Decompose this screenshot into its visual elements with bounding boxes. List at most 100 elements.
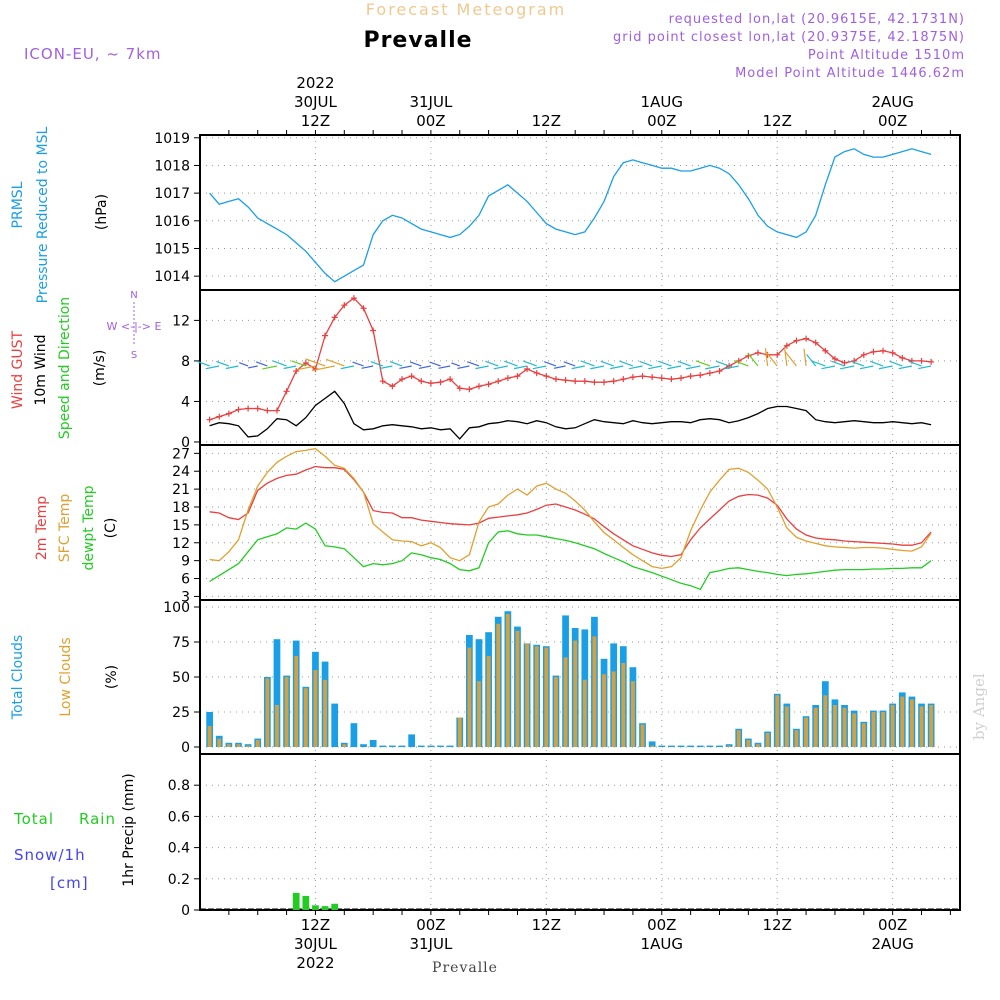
low-cloud-bar bbox=[765, 733, 770, 747]
y-tick-label: 0.8 bbox=[168, 778, 190, 794]
wind-arrow bbox=[475, 365, 489, 370]
low-cloud-bar bbox=[265, 678, 270, 747]
gust-marker bbox=[437, 379, 444, 386]
gust-marker bbox=[581, 378, 588, 385]
wind-arrow bbox=[485, 360, 499, 367]
wind-arrow bbox=[255, 361, 268, 367]
y-tick-label: 24 bbox=[172, 464, 190, 480]
gust-marker bbox=[899, 354, 906, 361]
y-tick-label: 0.4 bbox=[168, 841, 190, 857]
wind-arrow bbox=[908, 360, 922, 367]
y-tick-label: 21 bbox=[172, 482, 190, 498]
y-tick-label: 15 bbox=[172, 518, 190, 534]
wind-arrow bbox=[247, 365, 258, 369]
gust-marker bbox=[764, 351, 771, 358]
gust-marker bbox=[283, 388, 290, 395]
gust-marker bbox=[870, 348, 877, 355]
low-cloud-bar bbox=[534, 646, 539, 747]
wind-arrow bbox=[733, 360, 749, 367]
gust-marker bbox=[687, 373, 694, 380]
wind-arrow bbox=[238, 362, 249, 367]
y-tick-label: 50 bbox=[172, 670, 190, 686]
low-cloud-bar bbox=[929, 705, 934, 747]
gust-marker bbox=[678, 375, 685, 382]
y-tick-label: 1017 bbox=[154, 186, 190, 202]
low-cloud-bar bbox=[823, 695, 828, 747]
x-tick-label-bottom: 1AUG bbox=[641, 935, 683, 953]
wind-dir-label: Speed and Direction bbox=[57, 297, 73, 439]
low-cloud-bar bbox=[342, 744, 347, 747]
cloud-unit-label: (%) bbox=[104, 665, 120, 689]
y-tick-label: 6 bbox=[181, 572, 190, 588]
low-cloud-bar bbox=[207, 726, 212, 747]
x-tick-label-bottom: 00Z bbox=[647, 916, 676, 934]
panel-frame bbox=[199, 753, 961, 911]
low-cloud-bar bbox=[313, 670, 318, 747]
dewpt-line bbox=[209, 522, 932, 591]
total-cloud-bar bbox=[706, 745, 714, 747]
low-cloud-bar bbox=[602, 674, 606, 747]
gust-marker bbox=[610, 378, 617, 385]
gust-marker bbox=[475, 383, 482, 390]
low-cloud-bar bbox=[640, 724, 645, 747]
model-altitude: Model Point Altitude 1446.62m bbox=[735, 66, 965, 81]
low-cloud-bar bbox=[784, 706, 789, 747]
gust-marker bbox=[918, 357, 925, 364]
x-tick-label-top: 00Z bbox=[647, 112, 676, 130]
compass-south: S bbox=[131, 350, 137, 361]
low-cloud-bar bbox=[515, 630, 520, 747]
gust-marker bbox=[629, 374, 636, 381]
pressure-panel-labels: PRMSL Pressure Reduced to MSL (hPa) bbox=[10, 126, 110, 303]
y-tick-label: 1019 bbox=[154, 131, 190, 147]
panel-frame bbox=[199, 134, 961, 291]
x-tick-label-bottom: 2AUG bbox=[871, 935, 913, 953]
compass-north: N bbox=[130, 290, 137, 301]
y-tick-label: 1014 bbox=[154, 269, 190, 285]
panel-3: 36 9 12 15 18 21 24 27 bbox=[172, 444, 961, 605]
wind-arrow bbox=[658, 360, 672, 367]
wind-arrow bbox=[451, 362, 460, 367]
compass-rose: N S W <-|-> E bbox=[107, 290, 162, 361]
x-tick-label-top: 1AUG bbox=[641, 93, 683, 111]
y-tick-label: 75 bbox=[172, 635, 190, 651]
y-tick-label: 12 bbox=[172, 313, 190, 329]
gust-marker bbox=[774, 351, 781, 358]
x-tick-label-bottom: 31JUL bbox=[409, 935, 452, 953]
y-tick-label: 18 bbox=[172, 500, 190, 516]
wind-arrow bbox=[513, 365, 528, 370]
gust-label: Wind GUST bbox=[10, 330, 26, 409]
low-cloud-bar bbox=[477, 681, 481, 747]
wind-arrow bbox=[467, 361, 480, 367]
gust-marker bbox=[841, 359, 848, 366]
low-cloud-bar bbox=[544, 647, 549, 747]
gust-marker bbox=[225, 410, 232, 417]
wind-arrow bbox=[493, 365, 508, 370]
total-cloud-bar bbox=[417, 745, 425, 747]
wind-arrow bbox=[544, 361, 557, 367]
y-tick-label: 0 bbox=[181, 740, 190, 756]
gust-marker bbox=[302, 359, 309, 366]
total-cloud-bar bbox=[437, 745, 444, 747]
y-tick-label: 25 bbox=[172, 705, 190, 721]
wind-arrow bbox=[803, 348, 807, 367]
chart-title: Prevalle bbox=[363, 28, 472, 53]
gust-marker bbox=[860, 351, 867, 358]
prmsl-desc-label: Pressure Reduced to MSL bbox=[35, 126, 51, 303]
gust-marker bbox=[360, 305, 367, 312]
low-cloud-bar bbox=[746, 740, 751, 747]
wind-arrow bbox=[457, 365, 470, 369]
gust-marker bbox=[562, 377, 569, 384]
watermark: by Angel bbox=[970, 673, 988, 740]
wind-arrow bbox=[677, 360, 691, 367]
total-cloud-bar bbox=[668, 745, 675, 747]
low-cloud-bar bbox=[303, 688, 308, 747]
wind-arrow bbox=[821, 365, 836, 370]
y-tick-label: 1016 bbox=[154, 214, 190, 230]
wind-arrow bbox=[312, 365, 335, 372]
sfctemp-label: SFC Temp bbox=[57, 494, 73, 563]
low-cloud-bar bbox=[804, 717, 808, 747]
low-cloud-bar bbox=[323, 679, 327, 747]
gust-marker bbox=[831, 355, 838, 362]
wind-arrow bbox=[272, 360, 287, 367]
